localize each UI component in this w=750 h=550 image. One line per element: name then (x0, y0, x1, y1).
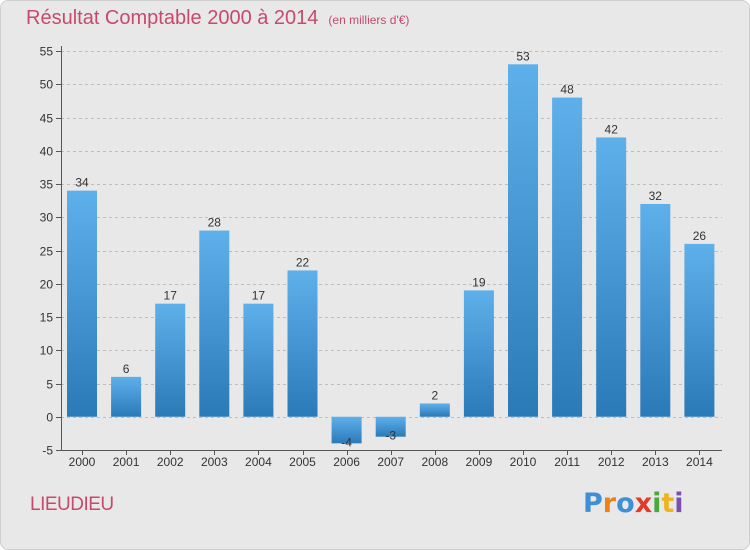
x-tick-label: 2009 (466, 455, 493, 469)
y-tick-label: 50 (40, 78, 54, 92)
bar-2011[interactable] (552, 97, 583, 417)
bar-2001[interactable] (111, 376, 142, 417)
bar-2010[interactable] (508, 64, 538, 417)
data-label: 17 (252, 289, 266, 303)
y-tick-label: 55 (40, 45, 54, 59)
labels: 34 6 17 28 17 22 -4 -3 2 19 53 48 42 32 26 (75, 49, 706, 449)
y-tick-label: 40 (40, 145, 54, 159)
y-tick-label: 5 (46, 378, 53, 392)
bar-2009[interactable] (463, 290, 494, 417)
logo-letter: x (634, 488, 653, 519)
bar-2003[interactable] (199, 230, 230, 417)
data-label: 48 (560, 83, 574, 97)
bar-2007[interactable] (375, 416, 406, 437)
x-tick-label: 2010 (510, 455, 537, 469)
y-tick-label: 45 (40, 112, 54, 126)
data-label: 28 (208, 216, 222, 230)
y-tick-label: 0 (46, 411, 53, 425)
data-label: 2 (431, 388, 438, 402)
x-tick-label: 2012 (598, 455, 625, 469)
x-tick-label: 2013 (642, 455, 669, 469)
x-tick-label: 2011 (554, 455, 580, 469)
logo-letter: r (602, 488, 617, 519)
bar-2008[interactable] (419, 403, 450, 417)
logo-letter: i (674, 488, 684, 519)
x-tick-label: 2004 (245, 455, 272, 469)
y-tick-label: -5 (42, 444, 53, 458)
chart-title: Résultat Comptable 2000 à 2014 (26, 7, 319, 29)
logo-letter: o (616, 488, 635, 519)
data-label: 42 (605, 122, 619, 136)
y-tick-label: 25 (40, 245, 54, 259)
commune-name: LIEUDIEU (30, 494, 114, 515)
x-tick-label: 2002 (157, 455, 184, 469)
data-label: 32 (649, 189, 663, 203)
data-label: -3 (385, 429, 396, 443)
x-tick-label: 2003 (201, 455, 228, 469)
chart-subtitle: (en milliers d'€) (328, 13, 410, 27)
proxiti-logo[interactable]: Proxiti (583, 488, 684, 519)
bar-2000[interactable] (67, 190, 97, 417)
logo-letter: P (583, 488, 603, 519)
y-tick-label: 20 (40, 278, 54, 292)
x-tick-label: 2000 (69, 455, 96, 469)
bar-2005[interactable] (287, 270, 318, 417)
axes: -5 0 5 10 15 20 25 30 35 40 45 50 55 2000 2001 2002 2003… (40, 45, 722, 469)
bars (67, 64, 715, 444)
data-label: 22 (296, 255, 310, 269)
x-tick-label: 2007 (377, 455, 404, 469)
y-tick-label: 30 (40, 211, 54, 225)
data-label: 34 (75, 176, 89, 190)
y-tick-label: 15 (40, 311, 54, 325)
title-row: Résultat Comptable 2000 à 2014 (en millie… (26, 7, 409, 30)
y-tick-label: 35 (40, 178, 54, 192)
data-label: 6 (123, 362, 130, 376)
logo-letter: i (652, 488, 662, 519)
x-tick-label: 2006 (333, 455, 360, 469)
data-label: 26 (693, 229, 707, 243)
data-label: -4 (341, 435, 352, 449)
bar-2013[interactable] (640, 203, 671, 417)
bar-2014[interactable] (684, 243, 715, 417)
bar-2004[interactable] (243, 303, 274, 417)
bar-2002[interactable] (155, 303, 186, 417)
x-tick-label: 2001 (113, 455, 140, 469)
data-label: 19 (472, 275, 486, 289)
x-tick-label: 2005 (289, 455, 316, 469)
y-tick-label: 10 (40, 344, 54, 358)
data-label: 53 (516, 49, 530, 63)
x-tick-label: 2008 (421, 455, 448, 469)
bar-2006[interactable] (331, 416, 362, 444)
data-label: 17 (164, 289, 178, 303)
x-tick-label: 2014 (686, 455, 713, 469)
bar-2012[interactable] (596, 137, 627, 417)
logo-letter: t (661, 488, 675, 519)
